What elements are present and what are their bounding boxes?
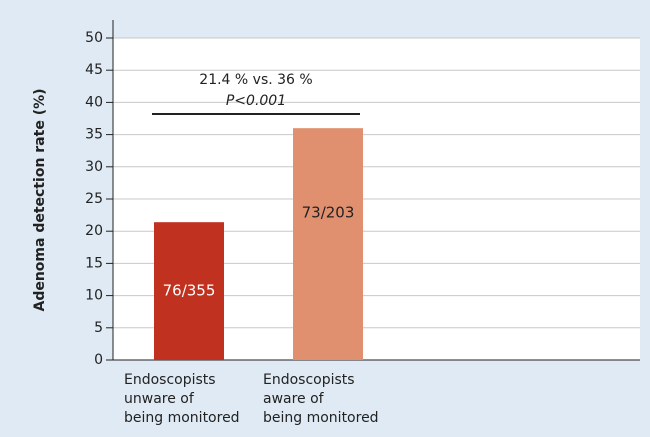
y-axis-title: Adenoma detection rate (%)	[32, 88, 48, 311]
y-tick-label: 35	[85, 127, 103, 143]
x-tick-label-line: being monitored	[263, 410, 379, 426]
bar	[154, 222, 224, 360]
annotation: 21.4 % vs. 36 %	[199, 72, 312, 88]
x-tick-label-line: Endoscopists	[124, 372, 216, 388]
x-tick-label-line: Endoscopists	[263, 372, 355, 388]
y-tick-label: 15	[85, 255, 103, 271]
annotation: P<0.001	[226, 93, 286, 109]
x-tick-label-line: unware of	[124, 391, 195, 407]
y-tick-label: 25	[85, 191, 103, 207]
y-tick-label: 5	[94, 320, 103, 336]
value-label: 73/203	[302, 204, 355, 222]
y-tick-label: 50	[85, 30, 103, 46]
y-tick-label: 30	[85, 159, 103, 175]
y-tick-label: 40	[85, 94, 103, 110]
x-tick-label: Endoscopists unware of being monitored	[124, 372, 240, 426]
y-tick-label: 10	[85, 288, 103, 304]
bar	[293, 128, 363, 360]
y-tick-label: 20	[85, 223, 103, 239]
y-tick-label: 0	[94, 352, 103, 368]
value-label: 76/355	[163, 282, 216, 300]
y-tick-label: 45	[85, 62, 103, 78]
x-tick-label: Endoscopists aware of being monitored	[263, 372, 379, 426]
x-tick-label-line: being monitored	[124, 410, 240, 426]
x-tick-label-line: aware of	[263, 391, 325, 407]
